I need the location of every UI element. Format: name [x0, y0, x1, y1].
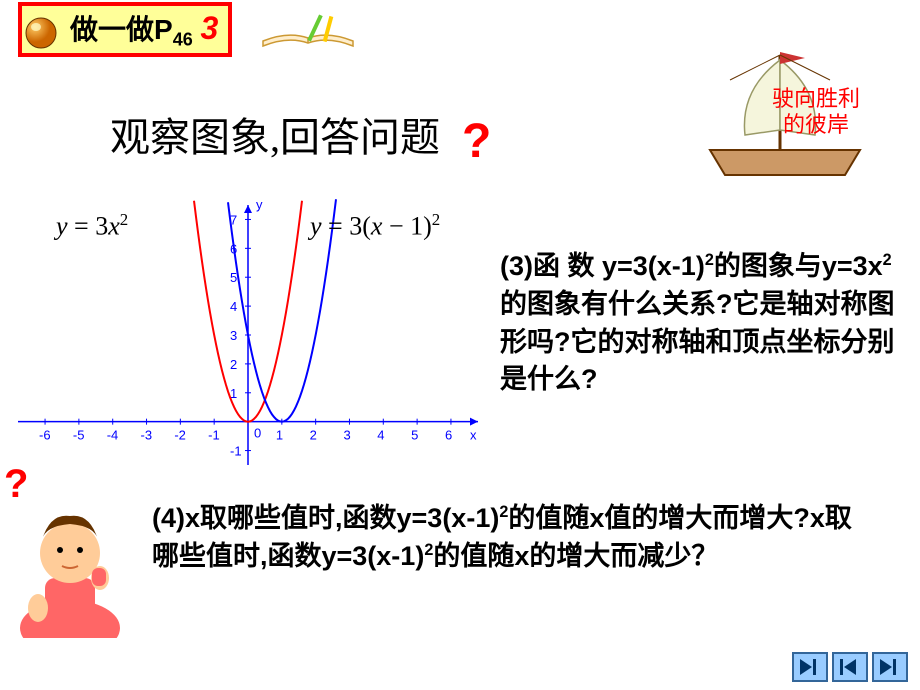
svg-text:3: 3 [343, 428, 350, 443]
svg-text:1: 1 [276, 428, 283, 443]
equation-right: y = 3(x − 1)2 [310, 210, 440, 242]
svg-text:x: x [470, 428, 477, 443]
nav-prev-button[interactable] [832, 652, 868, 682]
question-mark-icon: ? [462, 115, 491, 168]
svg-text:-6: -6 [39, 428, 51, 443]
question-3: (3)函 数 y=3(x-1)2的图象与y=3x2的图象有什么关系?它是轴对称图… [500, 248, 900, 399]
svg-text:0: 0 [254, 426, 261, 441]
svg-text:5: 5 [411, 428, 418, 443]
equation-left: y = 3x2 [56, 210, 128, 242]
svg-text:-4: -4 [107, 428, 119, 443]
header-prefix: 做一做P [70, 14, 173, 45]
svg-text:-5: -5 [73, 428, 85, 443]
svg-text:-3: -3 [141, 428, 153, 443]
svg-text:5: 5 [230, 270, 237, 285]
ship-line1: 驶向胜利 [772, 86, 860, 111]
nav-next-button[interactable] [792, 652, 828, 682]
page-title: 观察图象,回答问题 [110, 115, 440, 160]
svg-text:-1: -1 [208, 428, 220, 443]
svg-text:-2: -2 [174, 428, 186, 443]
ball-icon [22, 14, 60, 52]
page-title-row: 观察图象,回答问题 ? [110, 105, 491, 169]
nav-button-group [792, 652, 908, 682]
svg-text:2: 2 [230, 357, 237, 372]
thinking-person-icon [0, 478, 140, 638]
book-pencil-icon [258, 6, 358, 56]
question-4: (4)x取哪些值时,函数y=3(x-1)2的值随x值的增大而增大?x取哪些值时,… [152, 500, 872, 576]
ship-caption: 驶向胜利 的彼岸 [772, 86, 860, 139]
nav-forward-button[interactable] [872, 652, 908, 682]
header-number: 3 [201, 10, 219, 46]
svg-text:6: 6 [445, 428, 452, 443]
svg-text:2: 2 [310, 428, 317, 443]
ship-line2: 的彼岸 [783, 112, 849, 137]
svg-text:-1: -1 [230, 444, 242, 459]
svg-text:4: 4 [230, 299, 237, 314]
svg-text:4: 4 [377, 428, 384, 443]
svg-text:3: 3 [230, 328, 237, 343]
header-sub: 46 [173, 30, 193, 50]
svg-text:y: y [256, 197, 263, 212]
